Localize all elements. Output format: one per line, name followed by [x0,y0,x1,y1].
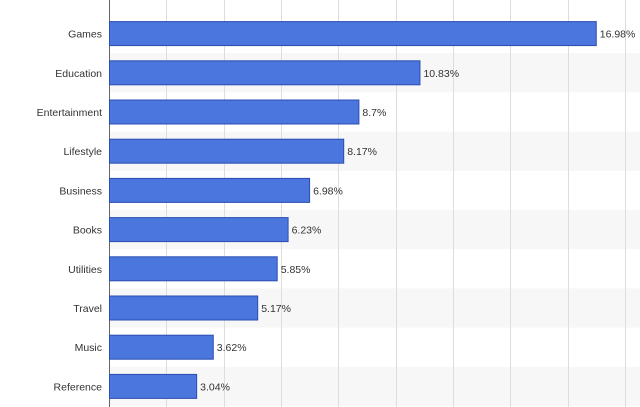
value-label: 3.62% [217,342,247,354]
bar-lifestyle [109,138,345,164]
category-label: Entertainment [37,107,102,119]
value-label: 6.23% [292,225,322,237]
value-label: 10.83% [423,68,459,80]
value-label: 6.98% [313,185,343,197]
bar-business [109,177,311,203]
value-label: 8.17% [347,146,377,158]
bar-music [109,334,214,360]
bar-travel [109,295,259,321]
category-label: Education [55,68,102,80]
category-label: Travel [73,303,102,315]
category-labels: Games Education Entertainment Lifestyle Busi… [37,29,103,394]
row-bands [109,53,640,406]
bars [109,21,597,399]
bar-reference [109,373,198,399]
value-labels: 16.98% 10.83% 8.7% 8.17% 6.98% 6.23% 5.85% 5.17… [200,29,635,394]
bar-utilities [109,256,278,282]
category-label: Business [59,185,102,197]
category-label: Reference [54,381,103,393]
category-label: Games [68,29,102,41]
bar-education [109,60,421,86]
category-label: Utilities [68,264,102,276]
row-band [109,366,640,406]
bar-games [109,21,597,47]
value-label: 5.17% [261,303,291,315]
category-label: Lifestyle [63,146,102,158]
category-label: Music [75,342,102,354]
bar-entertainment [109,99,360,125]
category-label: Books [73,225,102,237]
value-label: 3.04% [200,381,230,393]
value-label: 8.7% [362,107,386,119]
bar-books [109,217,289,243]
value-label: 5.85% [281,264,311,276]
value-label: 16.98% [600,29,636,41]
